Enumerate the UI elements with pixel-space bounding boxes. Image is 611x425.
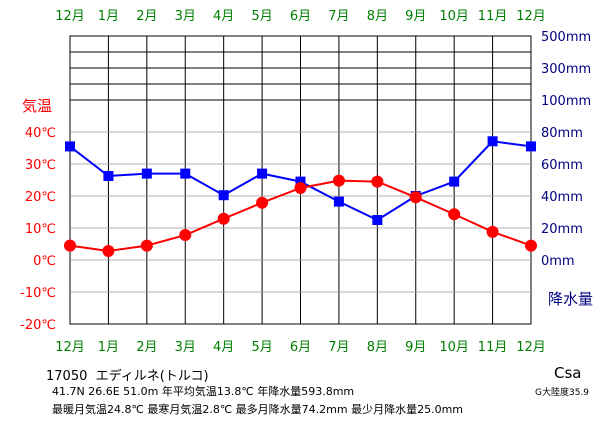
axis-labels: 気温 降水量 12月 1月 2月 3月 4月 5月 6月 7月 8月 9月 10月 11月 12月 12月… <box>20 9 593 355</box>
month-label-top: 5月 <box>251 9 272 24</box>
precip-tick-label: 40mm <box>541 190 583 205</box>
temp-marker <box>486 225 499 238</box>
temp-tick-label: 20℃ <box>25 190 56 205</box>
precip-tick-label: 0mm <box>541 254 575 269</box>
month-label-bottom: 6月 <box>290 340 311 355</box>
temp-tick-label: 40℃ <box>25 126 56 141</box>
climate-class: Csa <box>554 364 582 382</box>
precip-tick-label: 300mm <box>541 62 591 77</box>
temp-marker <box>179 229 192 242</box>
temp-marker <box>64 239 76 252</box>
grid <box>69 35 532 325</box>
month-label-bottom: 7月 <box>328 340 349 355</box>
precip-axis-title: 降水量 <box>548 290 593 308</box>
month-label-top: 9月 <box>405 9 426 24</box>
month-label-bottom: 2月 <box>136 340 157 355</box>
temp-marker <box>371 175 384 188</box>
month-label-bottom: 12月 <box>516 340 546 355</box>
month-label-bottom: 12月 <box>55 340 85 355</box>
month-label-bottom: 3月 <box>175 340 196 355</box>
continentality-index: G大陸度35.9 <box>535 388 590 398</box>
temp-tick-label: 30℃ <box>25 158 56 173</box>
temp-marker <box>525 239 537 252</box>
precip-marker <box>449 176 460 187</box>
precip-marker <box>180 168 191 179</box>
series <box>64 136 537 258</box>
month-label-bottom: 8月 <box>367 340 388 355</box>
precip-tick-label: 100mm <box>541 94 591 109</box>
month-label-top: 7月 <box>328 9 349 24</box>
precip-tick-label: 500mm <box>541 30 591 45</box>
month-label-bottom: 10月 <box>439 340 469 355</box>
month-label-bottom: 9月 <box>405 340 426 355</box>
precip-marker <box>487 136 498 147</box>
temp-tick-label: -10℃ <box>20 286 56 301</box>
month-label-top: 2月 <box>136 9 157 24</box>
precip-tick-label: 60mm <box>541 158 583 173</box>
temp-tick-label: 0℃ <box>33 254 56 269</box>
month-label-top: 1月 <box>98 9 119 24</box>
temp-marker <box>102 245 115 258</box>
month-label-top: 11月 <box>478 9 508 24</box>
temp-marker <box>409 191 422 204</box>
month-label-top: 12月 <box>55 9 85 24</box>
precip-tick-label: 80mm <box>541 126 583 141</box>
precip-marker <box>218 190 229 201</box>
precip-tick-label: 20mm <box>541 222 583 237</box>
month-label-top: 8月 <box>367 9 388 24</box>
temp-marker <box>448 208 461 221</box>
stats-line-2: 最暖月気温24.8℃ 最寒月気温2.8℃ 最多月降水量74.2mm 最少月降水量… <box>52 403 464 416</box>
month-label-bottom: 11月 <box>478 340 508 355</box>
precip-marker <box>103 171 114 181</box>
precip-marker <box>526 141 536 152</box>
temp-marker <box>332 174 345 187</box>
precip-marker <box>295 176 306 187</box>
month-label-top: 10月 <box>439 9 469 24</box>
precip-marker <box>141 168 152 179</box>
month-label-top: 6月 <box>290 9 311 24</box>
precip-marker <box>257 168 268 179</box>
station-name: エディルネ(トルコ) <box>95 369 209 384</box>
precip-marker <box>333 196 344 207</box>
precip-marker <box>65 141 75 152</box>
stats-line-1: 41.7N 26.6E 51.0m 年平均気温13.8℃ 年降水量593.8mm <box>52 385 355 398</box>
temp-marker <box>256 196 269 209</box>
precip-marker <box>372 215 383 225</box>
station-id: 17050 <box>46 369 88 384</box>
month-label-top: 3月 <box>175 9 196 24</box>
temp-marker <box>294 182 307 194</box>
temp-marker <box>140 239 153 252</box>
month-label-top: 12月 <box>516 9 546 24</box>
month-label-bottom: 5月 <box>251 340 272 355</box>
temp-marker <box>217 212 230 225</box>
month-label-bottom: 4月 <box>213 340 234 355</box>
month-label-top: 4月 <box>213 9 234 24</box>
temp-tick-label: -20℃ <box>20 318 56 333</box>
climate-chart: 気温 降水量 12月 1月 2月 3月 4月 5月 6月 7月 8月 9月 10月 11月 12月 12月… <box>20 9 593 355</box>
month-label-bottom: 1月 <box>98 340 119 355</box>
temp-tick-label: 10℃ <box>25 222 56 237</box>
station-line: 17050 エディルネ(トルコ) <box>46 365 209 384</box>
temp-axis-title: 気温 <box>22 97 52 115</box>
